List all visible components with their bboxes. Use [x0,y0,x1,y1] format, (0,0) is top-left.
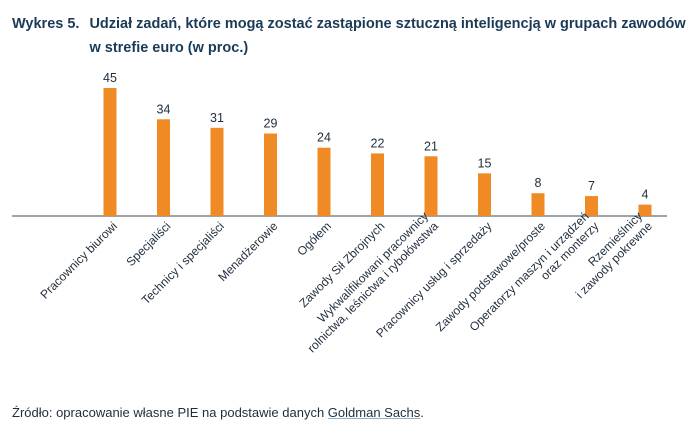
category-tick-label: Specjaliści [123,219,173,269]
bar [317,147,331,216]
data-label: 21 [424,139,438,153]
bar [424,156,438,216]
data-label: 15 [478,156,492,170]
bar [371,153,384,216]
data-label: 31 [210,111,224,125]
data-label: 22 [371,136,385,150]
bar [210,127,224,216]
chart-number-label: Wykres 5. [12,16,80,32]
chart-title: Udział zadań, które mogą zostać zastąpio… [89,16,686,56]
source-prefix: Źródło: opracowanie własne PIE na podsta… [12,405,328,420]
data-label: 7 [588,179,595,193]
bar [638,204,652,216]
data-label: 34 [157,102,171,116]
bar [264,133,277,216]
bar [103,88,117,216]
category-tick-label: Pracownicy biurowi [37,219,120,302]
data-label: 4 [642,188,649,202]
data-label: 45 [103,71,117,85]
category-tick-label: Ogółem [294,219,334,259]
bar [531,193,545,216]
source-suffix: . [420,405,424,420]
bar [585,196,598,216]
data-label: 29 [264,117,278,131]
bar [478,173,491,216]
data-label: 8 [535,176,542,190]
data-label: 24 [317,131,331,145]
source-note: Źródło: opracowanie własne PIE na podsta… [12,405,424,420]
source-link-goldman-sachs[interactable]: Goldman Sachs [327,405,421,420]
chart-header: Wykres 5. Udział zadań, które mogą zosta… [12,12,688,60]
bar [157,119,170,216]
